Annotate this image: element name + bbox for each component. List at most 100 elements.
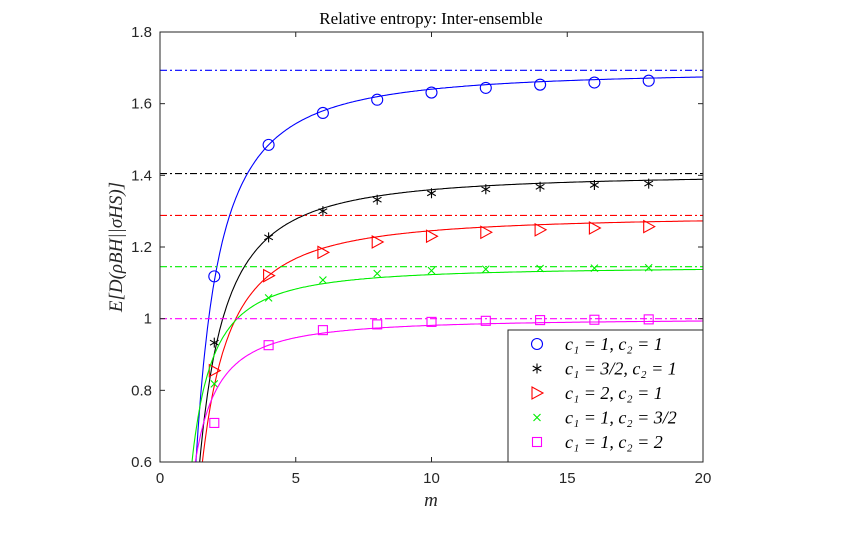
data-point-0-2 <box>316 106 329 120</box>
marker-x <box>319 276 327 284</box>
marker-square <box>426 316 437 327</box>
marker-triangle <box>643 219 656 234</box>
legend-label-1: c₁ = 3/2, c₂ = 1 <box>565 359 677 379</box>
series-line-1 <box>199 178 704 463</box>
marker-x <box>590 264 599 273</box>
legend-label-3: c₁ = 1, c₂ = 3/2 <box>565 408 677 428</box>
marker-circle <box>588 76 601 89</box>
marker-square <box>263 340 274 351</box>
data-point-0-1 <box>262 138 275 151</box>
data-point-2-0 <box>208 363 222 378</box>
marker-triangle <box>371 235 385 249</box>
data-point-1-6 <box>535 181 545 192</box>
data-point-1-7 <box>589 180 599 191</box>
marker-square <box>209 417 220 428</box>
data-point-2-3 <box>371 235 385 249</box>
legend-marker-3 <box>533 413 541 422</box>
marker-asterisk <box>372 194 382 205</box>
data-point-4-3 <box>372 319 383 330</box>
marker-circle <box>530 337 544 351</box>
marker-triangle <box>534 222 548 237</box>
marker-triangle <box>531 386 545 400</box>
marker-circle <box>208 270 221 283</box>
marker-x <box>373 269 382 278</box>
data-point-3-7 <box>590 264 599 273</box>
data-point-3-6 <box>536 264 544 273</box>
y-tick-label-3: 1.2 <box>131 239 152 256</box>
data-point-3-0 <box>210 379 219 388</box>
marker-square <box>531 436 543 448</box>
x-tick-label-1: 5 <box>292 470 300 487</box>
marker-triangle <box>588 221 602 235</box>
data-point-1-3 <box>372 194 382 205</box>
x-tick-label-0: 0 <box>156 470 164 487</box>
marker-circle <box>642 74 655 87</box>
legend-label-0: c₁ = 1, c₂ = 1 <box>565 334 663 354</box>
data-point-0-5 <box>479 81 492 94</box>
y-tick-label-1: 0.8 <box>131 382 152 399</box>
marker-asterisk <box>589 180 599 191</box>
marker-circle <box>534 78 547 91</box>
y-tick-label-2: 1 <box>144 311 152 328</box>
y-tick-label-5: 1.6 <box>131 96 152 113</box>
marker-asterisk <box>481 184 491 195</box>
y-tick-label-0: 0.6 <box>131 454 152 471</box>
marker-triangle <box>480 225 493 240</box>
marker-x <box>210 379 219 388</box>
marker-square <box>317 325 328 336</box>
marker-x <box>644 263 653 272</box>
legend-marker-1 <box>532 363 542 374</box>
y-axis-label: E[D(ρBH||σHS)] <box>106 182 127 313</box>
x-tick-label-4: 20 <box>695 470 712 487</box>
marker-circle <box>371 93 384 106</box>
data-point-1-8 <box>644 178 654 189</box>
marker-x <box>536 264 544 273</box>
legend-marker-2 <box>531 386 545 400</box>
marker-x <box>427 266 436 275</box>
data-point-2-4 <box>425 229 439 244</box>
marker-square <box>535 315 546 326</box>
data-point-4-5 <box>480 315 491 326</box>
data-point-0-0 <box>208 270 221 283</box>
data-point-1-4 <box>426 188 437 199</box>
marker-circle <box>316 106 329 120</box>
marker-asterisk <box>318 206 328 217</box>
marker-square <box>589 314 600 325</box>
marker-asterisk <box>209 337 219 348</box>
marker-circle <box>262 138 275 151</box>
marker-triangle <box>263 268 276 283</box>
data-point-4-7 <box>589 314 600 325</box>
y-tick-label-6: 1.8 <box>131 24 152 41</box>
marker-square <box>480 315 491 326</box>
legend-marker-0 <box>530 337 544 351</box>
data-point-1-2 <box>318 206 328 217</box>
data-point-2-1 <box>263 268 276 283</box>
data-point-0-4 <box>425 86 438 99</box>
marker-asterisk <box>264 232 274 243</box>
marker-asterisk <box>532 363 542 374</box>
plot-area: 0 5 10 15 20 0.6 0.8 1 1.2 1.4 1.6 1.8 c₁ = 1, c₂ = … <box>131 24 711 487</box>
legend-label-4: c₁ = 1, c₂ = 2 <box>565 432 663 452</box>
data-point-0-8 <box>642 74 655 87</box>
x-axis-label: m <box>424 490 438 511</box>
data-point-3-1 <box>264 293 273 302</box>
data-point-0-7 <box>588 76 601 89</box>
data-point-1-5 <box>481 184 491 195</box>
marker-x <box>264 293 273 302</box>
marker-square <box>372 319 383 330</box>
data-point-2-5 <box>480 225 493 240</box>
marker-asterisk <box>535 181 545 192</box>
legend-marker-4 <box>531 436 543 448</box>
data-point-2-6 <box>534 222 548 237</box>
series-line-4 <box>194 320 703 462</box>
marker-x <box>533 413 541 422</box>
data-point-0-3 <box>371 93 384 106</box>
marker-triangle <box>425 229 439 244</box>
marker-square <box>643 314 654 325</box>
y-tick-label-4: 1.4 <box>131 167 152 184</box>
data-point-3-5 <box>481 265 490 274</box>
marker-circle <box>425 86 438 99</box>
marker-triangle <box>208 363 222 378</box>
marker-asterisk <box>426 188 437 199</box>
series-line-3 <box>191 268 703 463</box>
